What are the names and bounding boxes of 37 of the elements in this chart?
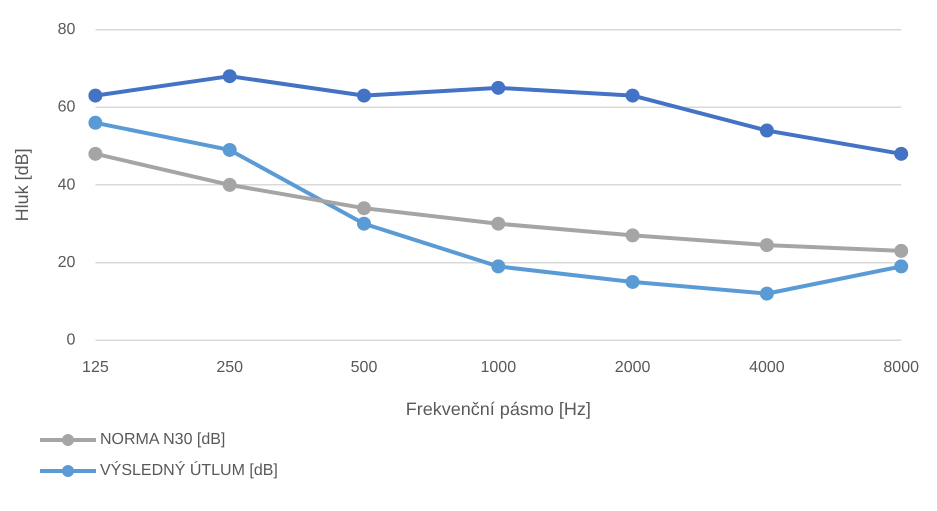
point <box>357 88 371 103</box>
point <box>626 228 640 242</box>
point <box>894 244 908 258</box>
point <box>894 259 908 274</box>
x-tick-label: 250 <box>216 359 244 376</box>
point <box>222 142 237 157</box>
point <box>491 259 506 274</box>
point <box>760 124 774 138</box>
x-tick-label: 500 <box>350 359 378 376</box>
y-tick-label: 60 <box>58 98 76 116</box>
x-tick-label: 4000 <box>749 359 785 376</box>
y-tick-label: 0 <box>66 332 76 349</box>
legend-label: VÝSLEDNÝ ÚTLUM [dB] <box>100 462 278 480</box>
point <box>491 80 506 95</box>
point <box>222 178 237 192</box>
point <box>760 286 774 301</box>
y-tick-label: 80 <box>58 21 76 38</box>
point <box>760 238 774 252</box>
point <box>88 88 102 103</box>
point <box>626 88 640 103</box>
point <box>88 116 102 130</box>
y-axis-title: Hluk [dB] <box>12 148 32 222</box>
x-tick-label: 125 <box>82 359 109 376</box>
point <box>626 274 640 289</box>
point <box>894 146 908 161</box>
x-tick-label: 2000 <box>614 359 650 376</box>
x-tick-label: 1000 <box>480 359 516 376</box>
point <box>357 216 371 231</box>
x-tick-label: 8000 <box>883 359 920 376</box>
point <box>491 216 506 231</box>
point <box>357 201 371 216</box>
x-axis-title: Frekvenční pásmo [Hz] <box>406 399 591 420</box>
point <box>88 146 102 161</box>
legend-label: NORMA N30 [dB] <box>100 430 226 448</box>
y-tick-label: 40 <box>58 176 76 194</box>
point <box>222 69 237 84</box>
y-tick-label: 20 <box>58 254 76 271</box>
